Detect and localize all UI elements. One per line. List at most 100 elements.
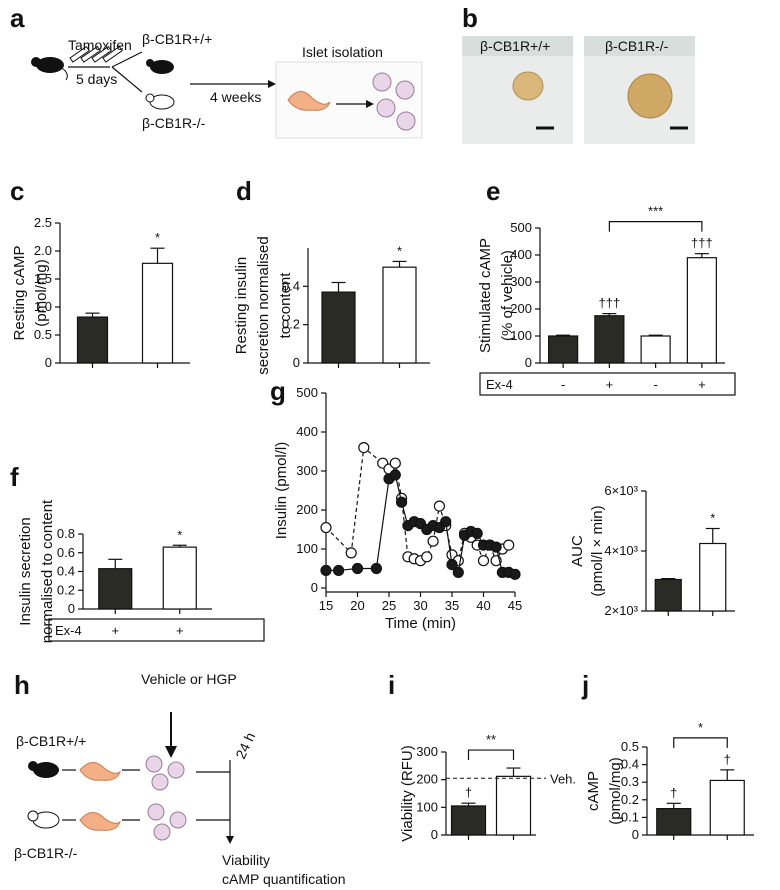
y-tick-label: 0.4 [282,278,300,293]
bar [548,335,579,364]
arrow-wt [111,51,143,68]
chart-g: g 0 100 200 300 400 500 15 20 25 30 35 40 45 Time (min… [270,376,522,632]
condition-value: + [111,623,119,638]
chart-g-auc: 2×10³ 4×10³ 6×10³ AUC (pmol/l × min) * [569,483,735,618]
data-point [503,539,515,551]
y-axis-label: Resting insulin [233,257,250,355]
y-tick-label: 0 [68,601,75,616]
significance-mark: ††† [599,296,621,311]
y-tick-label: 0.2 [57,582,75,597]
y-tick-label: 0.8 [57,526,75,541]
y-axis-label: Insulin (pmol/l) [273,442,290,540]
y-axis-label: Resting cAMP [11,245,28,340]
pancreas-icon [287,91,331,111]
y-axis-label: Stimulated cAMP [477,238,494,353]
mouse-white-ko-icon [145,93,175,110]
y-tick-label: 1.0 [34,299,52,314]
panel-a: a Tamoxifen 5 days β-CB1R+/+ β-CB1R-/- [10,3,423,139]
pancreas-icon [79,812,122,831]
bar [450,805,487,836]
data-point [433,500,445,512]
y-axis-label: (pmol/l × min) [589,505,606,596]
panel-letter-i: i [388,670,395,700]
chart-d: 0 0.2 0.4 Resting insulin secretion normalis… [233,176,430,375]
condition-value: + [698,377,706,392]
bar [656,807,692,836]
data-point [490,541,502,553]
data-point [396,496,408,508]
bar [709,779,745,836]
y-tick-label: 0.5 [621,739,639,754]
chart-j: 0 0.1 0.2 0.3 0.4 0.5 cAMP (pmol/mg) j † † * [581,670,754,842]
x-tick-label: 30 [413,598,427,613]
data-point [320,564,332,577]
x-tick-label: 25 [382,598,396,613]
mouse-white-icon [27,810,60,829]
condition-label: Ex-4 [55,623,82,638]
data-point [389,457,401,469]
islet-wt-image [512,71,544,101]
wt-label-a: β-CB1R+/+ [142,31,212,47]
y-axis-label: Viability (RFU) [399,745,416,841]
vehicle-reference-label: Veh. [550,771,576,786]
data-point [389,469,401,481]
data-point [452,566,464,579]
islet-ko-image [627,73,673,119]
y-axis-label: AUC [569,535,586,567]
significance-mark: * [155,230,160,245]
y-axis-label: secretion normalised [255,236,272,374]
syringes [69,45,123,63]
y-axis-label: (% of vehicle) [499,250,516,341]
panel-letter-h: h [14,670,30,700]
x-tick-label: 45 [508,598,522,613]
y-axis-label: (pmol/mg) [33,259,50,327]
y-tick-label: 300 [416,744,438,759]
data-point [440,516,452,528]
bar [594,315,625,364]
panel-letter-j: j [581,670,589,700]
significance-mark: † [670,785,677,800]
condition-box [48,618,265,642]
y-tick-label: 400 [296,424,318,439]
pancreas-icon [79,762,122,781]
readout-viability: Viability [222,852,270,868]
data-point [471,527,483,540]
y-tick-label: 0 [431,827,438,842]
y-tick-label: 0 [525,355,532,370]
data-point [509,568,521,580]
y-tick-label: 0 [45,355,52,370]
data-point [446,558,458,571]
panel-h: h Vehicle or HGP β-CB1R+/+ 24 h Viabilit… [14,670,345,887]
y-tick-label: 0.2 [282,317,300,332]
y-axis-label: Insulin secretion [17,517,34,625]
y-tick-label: 500 [296,385,318,400]
y-tick-label: 200 [510,301,532,316]
condition-value: + [176,623,184,638]
panel-letter-c: c [10,176,24,206]
ko-label-h: β-CB1R-/- [14,845,78,861]
islet-icon [376,98,396,118]
panel-letter-e: e [486,176,500,206]
y-tick-label: 0.6 [57,545,75,560]
y-tick-label: 2×10³ [604,603,638,618]
significance-mark: † [465,785,472,800]
y-tick-label: 0.3 [621,774,639,789]
bar [98,568,133,610]
condition-value: - [561,377,565,392]
time-label: 24 h [232,730,258,761]
islet-icon [153,823,171,841]
y-tick-label: 6×10³ [604,483,638,498]
treatment-label: Vehicle or HGP [141,671,237,687]
significance-mark: * [710,511,715,526]
y-tick-label: 100 [510,328,532,343]
islet-icon [395,80,415,100]
bar [699,542,727,612]
y-tick-label: 0 [632,827,639,842]
mouse-black-icon [31,57,68,81]
y-tick-label: 1.5 [34,271,52,286]
panel-letter-f: f [10,462,19,492]
chart-f: 0 0.2 0.4 0.6 0.8 Insulin secretion normalised… [10,462,265,643]
y-tick-label: 0.5 [34,327,52,342]
data-point [477,555,490,567]
